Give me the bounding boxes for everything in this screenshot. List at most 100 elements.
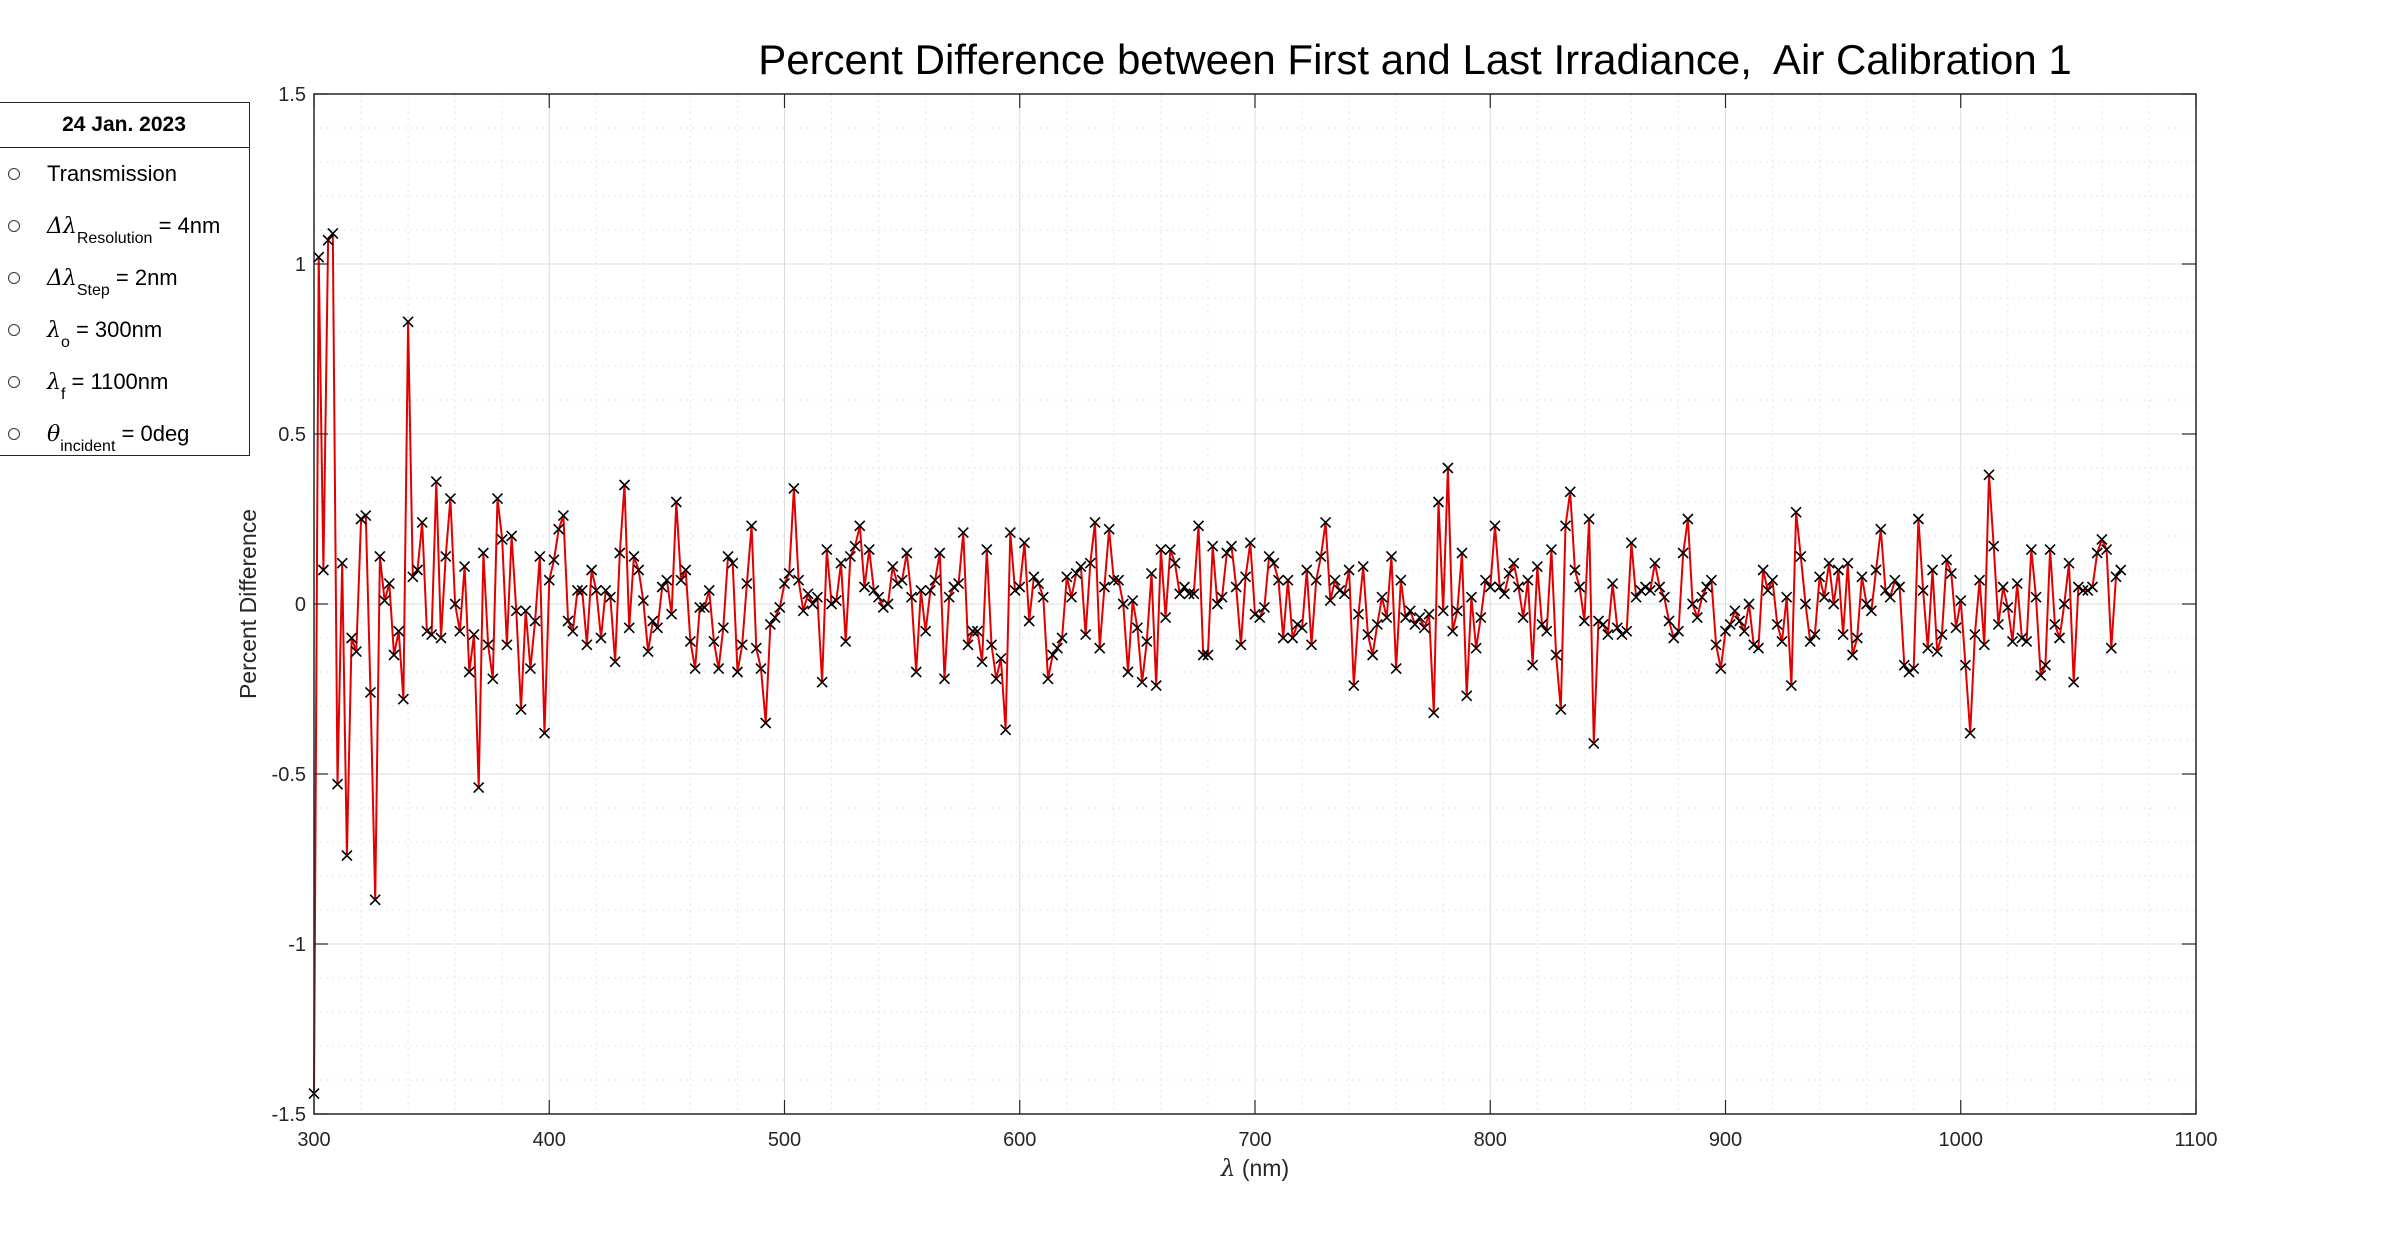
data-point-marker xyxy=(529,615,541,627)
data-point-marker xyxy=(1865,605,1877,617)
data-point-marker xyxy=(1357,561,1369,573)
data-point-marker xyxy=(454,625,466,637)
data-point-marker xyxy=(1992,618,2004,630)
data-point-marker xyxy=(487,673,499,685)
data-point-marker xyxy=(1103,523,1115,535)
data-point-marker xyxy=(703,584,715,596)
data-point-marker xyxy=(1428,707,1440,719)
data-point-marker xyxy=(1169,557,1181,569)
data-point-marker xyxy=(642,646,654,658)
data-point-marker xyxy=(1809,629,1821,641)
data-point-marker xyxy=(2002,601,2014,613)
data-point-marker xyxy=(783,567,795,579)
data-point-marker xyxy=(816,676,828,688)
data-point-marker xyxy=(1508,557,1520,569)
data-point-marker xyxy=(1668,632,1680,644)
data-point-marker xyxy=(793,574,805,586)
data-point-marker xyxy=(355,513,367,525)
data-point-marker xyxy=(1894,581,1906,593)
data-point-marker xyxy=(590,584,602,596)
x-axis-label: λ (nm) xyxy=(1220,1155,1289,1182)
data-point-marker xyxy=(388,649,400,661)
data-point-marker xyxy=(2011,578,2023,590)
data-point-marker xyxy=(604,591,616,603)
data-point-marker xyxy=(1644,584,1656,596)
data-point-marker xyxy=(1955,595,1967,607)
data-point-marker xyxy=(1781,591,1793,603)
y-tick-label: 1 xyxy=(295,254,306,276)
data-point-marker xyxy=(1635,584,1647,596)
data-point-marker xyxy=(1136,676,1148,688)
legend-item: θincident = 0deg xyxy=(0,408,249,460)
data-point-marker xyxy=(1395,574,1407,586)
data-point-marker xyxy=(1494,581,1506,593)
data-point-marker xyxy=(948,581,960,593)
data-point-marker xyxy=(327,227,339,239)
data-point-marker xyxy=(1155,544,1167,556)
data-point-marker xyxy=(1418,622,1430,634)
data-point-marker xyxy=(1479,574,1492,586)
data-point-marker xyxy=(680,564,692,576)
data-point-marker xyxy=(1451,605,1463,617)
data-point-marker xyxy=(1724,618,1736,630)
data-point-marker xyxy=(698,601,711,613)
data-point-marker xyxy=(854,520,866,532)
x-axis-label-unit: (nm) xyxy=(1235,1155,1289,1181)
data-point-marker xyxy=(1658,591,1670,603)
circle-marker-icon xyxy=(8,324,20,336)
data-point-marker xyxy=(1230,581,1242,593)
data-point-marker xyxy=(1785,680,1797,692)
data-point-marker xyxy=(764,618,776,630)
data-point-marker xyxy=(2091,547,2103,559)
data-point-marker xyxy=(364,686,377,698)
data-point-marker xyxy=(1696,591,1708,603)
chart-title: Percent Difference between First and Las… xyxy=(758,36,2072,83)
data-point-marker xyxy=(1715,663,1727,675)
data-point-marker xyxy=(1950,622,1962,634)
data-point-marker xyxy=(1945,567,1957,579)
data-point-marker xyxy=(1512,581,1525,593)
data-point-marker xyxy=(887,561,899,573)
data-point-marker xyxy=(548,554,560,566)
data-point-marker xyxy=(849,540,861,552)
data-point-marker xyxy=(1399,612,1412,624)
data-point-marker xyxy=(1536,618,1548,630)
x-tick-label: 900 xyxy=(1709,1129,1742,1151)
data-point-marker xyxy=(1936,629,1948,641)
data-point-marker xyxy=(1729,605,1741,617)
circle-marker-icon xyxy=(8,168,20,180)
data-point-marker xyxy=(830,595,842,607)
legend-subscript: Resolution xyxy=(76,230,153,247)
data-point-marker xyxy=(1178,581,1190,593)
legend-text: Transmission xyxy=(47,161,177,186)
data-point-marker xyxy=(1263,550,1275,562)
data-point-marker xyxy=(1221,547,1233,559)
data-point-marker xyxy=(1795,550,1807,562)
data-point-marker xyxy=(2035,669,2047,681)
data-point-marker xyxy=(1432,496,1445,508)
data-point-marker xyxy=(1649,557,1661,569)
data-point-marker xyxy=(1832,564,1844,576)
data-point-marker xyxy=(1094,642,1106,654)
data-point-marker xyxy=(1305,639,1318,651)
data-point-marker xyxy=(1033,578,1045,590)
legend-text: = 4nm xyxy=(152,213,221,238)
x-tick-label: 600 xyxy=(1003,1129,1036,1151)
data-point-marker xyxy=(934,547,946,559)
data-point-marker xyxy=(1018,537,1031,549)
legend-box: 24 Jan. 2023 Transmission ΔλResolution = … xyxy=(0,102,250,456)
legend-item: ΔλResolution = 4nm xyxy=(0,200,249,252)
data-point-marker xyxy=(1710,639,1722,651)
data-point-marker xyxy=(1762,584,1774,596)
data-point-marker xyxy=(1258,601,1270,613)
data-point-marker xyxy=(661,574,673,586)
data-point-marker xyxy=(468,629,480,641)
data-point-marker xyxy=(788,482,800,494)
data-point-marker xyxy=(2049,618,2061,630)
data-point-marker xyxy=(1098,581,1111,593)
data-point-marker xyxy=(1376,591,1388,603)
x-axis-label-symbol: λ xyxy=(1220,1156,1236,1182)
data-point-marker xyxy=(1607,578,1619,590)
data-point-marker xyxy=(943,591,955,603)
data-point-marker xyxy=(1202,649,1214,661)
